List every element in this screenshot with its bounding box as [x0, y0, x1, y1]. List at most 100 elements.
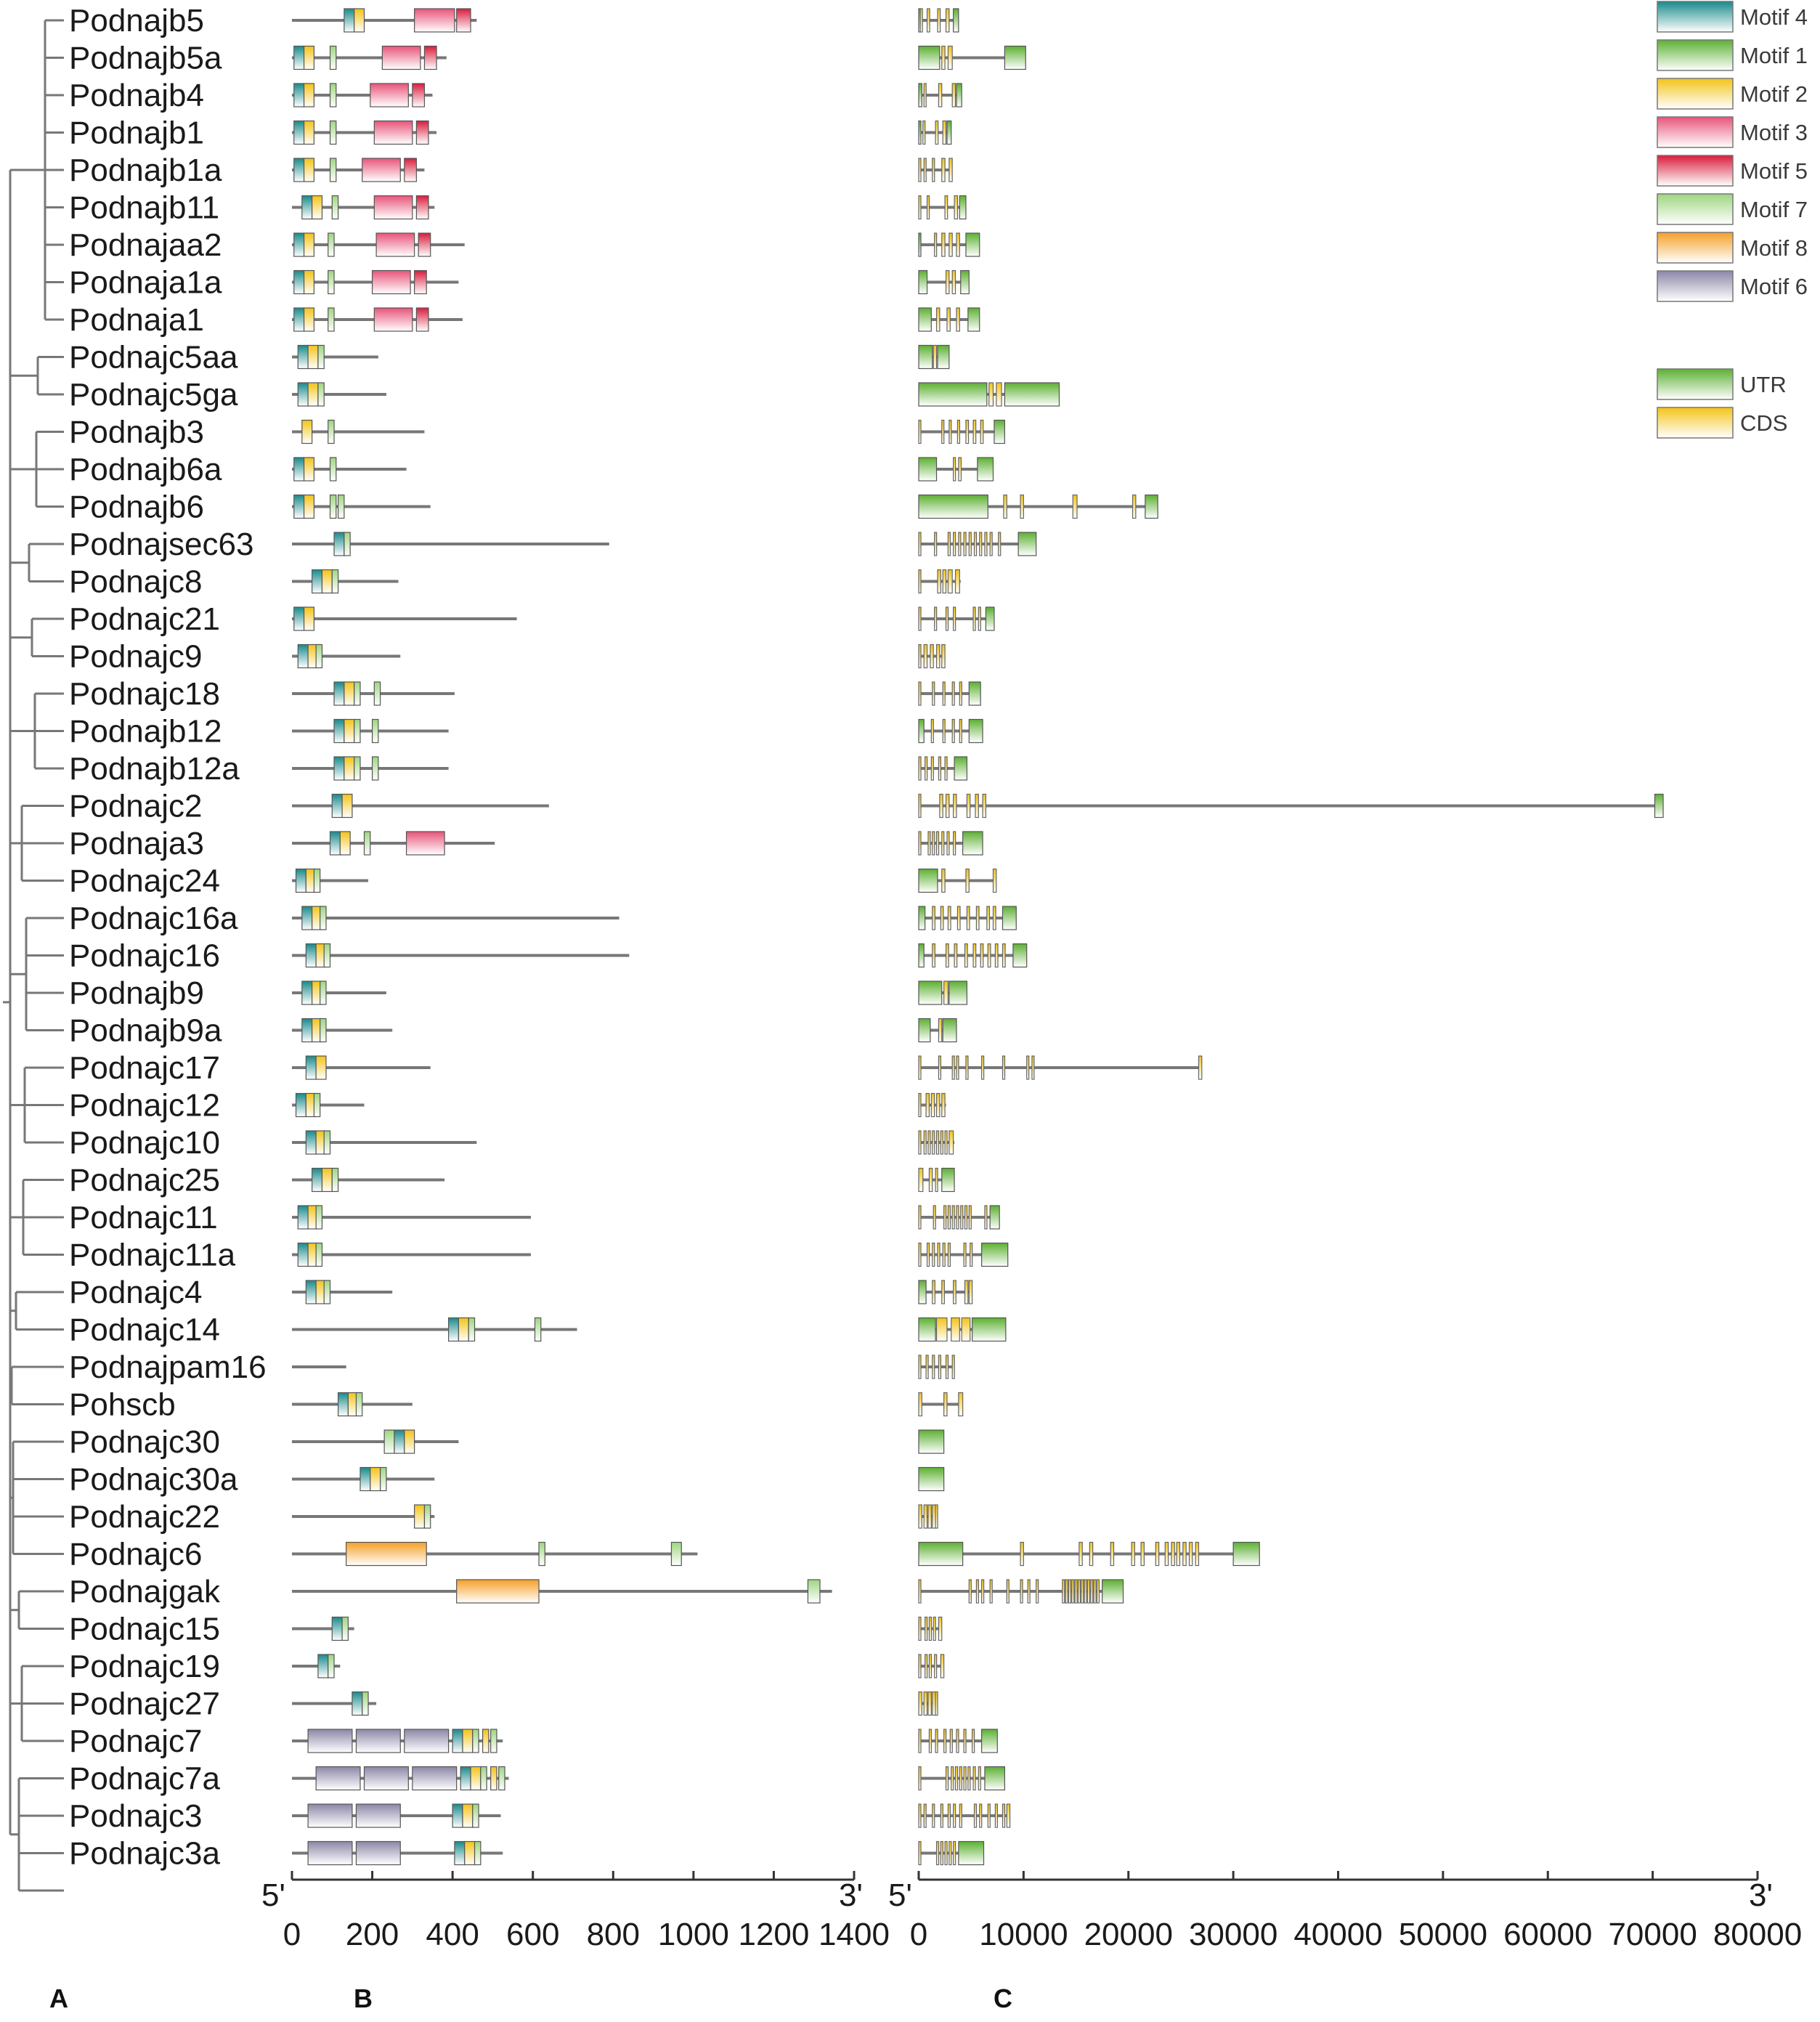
legend-label: Motif 4 [1740, 4, 1808, 30]
utr-box [918, 1280, 927, 1304]
cds-box [984, 532, 988, 556]
gene-label: Podnajsec63 [69, 527, 253, 562]
utr-box [1145, 494, 1158, 519]
cds-box [1002, 943, 1006, 968]
motif-box-m4 [452, 1803, 463, 1828]
cds-box [945, 1766, 949, 1791]
motif-row [292, 1691, 377, 1716]
cds-box [972, 419, 977, 444]
utr-box [985, 606, 995, 631]
motif-box-m7 [328, 307, 335, 332]
motif-box-m4 [305, 1280, 317, 1304]
axis-tick-label: 40000 [1293, 1917, 1382, 1952]
motif-box-m5 [415, 120, 429, 145]
gene-structure-row [918, 1242, 1009, 1267]
utr-box [918, 943, 925, 968]
cds-box [932, 681, 935, 706]
motif-box-m7 [468, 1317, 476, 1342]
cds-box [951, 681, 955, 706]
utr-box [960, 269, 970, 295]
axis-tick-label: 30000 [1189, 1917, 1277, 1952]
motif-box-m4 [312, 1167, 323, 1193]
utr-box [918, 718, 925, 744]
motif-box-m7 [328, 232, 335, 257]
cds-box [927, 1130, 931, 1155]
motif-box-m4 [460, 1766, 471, 1791]
motif-box-m4 [293, 269, 305, 295]
cds-box [934, 606, 938, 631]
gene-structure-row [918, 1840, 985, 1866]
legend-label: Motif 2 [1740, 81, 1808, 107]
motif-box-m7 [329, 45, 337, 70]
cds-box [918, 1691, 922, 1716]
cds-box [918, 1205, 922, 1230]
utr-box [942, 1018, 957, 1043]
cds-box [945, 269, 950, 295]
cds-box [935, 1167, 938, 1193]
cds-box [935, 1691, 938, 1716]
gene-structure-row [918, 1729, 998, 1753]
motif-box-m2 [482, 1729, 489, 1753]
cds-box [992, 906, 996, 930]
gene-structure-row [918, 158, 953, 182]
utr-box [954, 756, 968, 781]
cds-box [972, 606, 976, 631]
motif-box-m6 [412, 1766, 458, 1791]
cds-box [996, 382, 1002, 407]
gene-label: Podnajb11 [69, 190, 219, 226]
motif-box-m7 [315, 1242, 323, 1267]
legend-item-m7: Motif 7 [1657, 193, 1808, 225]
motif-row [292, 1766, 509, 1791]
legend-item-cds: CDS [1657, 407, 1787, 439]
motif-row [292, 269, 459, 295]
cds-box [959, 1803, 962, 1828]
legend-swatch [1657, 232, 1734, 264]
gene-structure-row [918, 457, 994, 482]
motif-row [292, 1242, 531, 1267]
gene-label: Pohscb [69, 1387, 176, 1423]
cds-box [953, 1803, 956, 1828]
utr-box [946, 120, 952, 145]
utr-box [918, 307, 932, 332]
cds-box [1068, 1579, 1072, 1604]
motif-box-m2 [344, 756, 355, 781]
motif-row [292, 344, 378, 370]
motif-box-m4 [333, 756, 345, 781]
cds-box [947, 1242, 951, 1267]
motif-box-m2 [303, 457, 315, 482]
gene-structure-row [918, 643, 946, 669]
gene-structure-row [918, 1055, 1203, 1080]
motif-box-m7 [341, 1616, 349, 1641]
motif-box-m2 [414, 1504, 426, 1529]
cds-box [941, 643, 946, 669]
gene-structure-row [918, 419, 1005, 444]
cds-box [1182, 1541, 1187, 1567]
axis-tick-label: 1000 [658, 1917, 729, 1952]
motif-box-m7 [423, 1504, 431, 1529]
cds-box [978, 606, 981, 631]
cds-box [947, 532, 951, 556]
cds-box [948, 1840, 952, 1866]
utr-box [958, 1840, 985, 1866]
motif-box-m7 [315, 1205, 323, 1230]
motif-box-m7 [355, 1392, 363, 1417]
cds-box [956, 1055, 959, 1080]
cds-box [934, 532, 938, 556]
cds-box [953, 831, 956, 856]
cds-box [932, 158, 935, 182]
cds-box [975, 1579, 980, 1604]
cds-box [968, 532, 972, 556]
cds-box [981, 1579, 985, 1604]
utr-box [918, 45, 941, 70]
gene-label: Podnajaa2 [69, 227, 222, 263]
cds-box [945, 606, 949, 631]
gene-label: Podnajc30 [69, 1424, 220, 1460]
cds-box [932, 1242, 935, 1267]
cds-box [965, 1055, 969, 1080]
cds-box [940, 906, 944, 930]
cds-box [959, 1766, 962, 1791]
cds-box [937, 1242, 941, 1267]
cds-box [1140, 1541, 1145, 1567]
cds-box [918, 1654, 922, 1678]
cds-box [918, 1130, 922, 1155]
